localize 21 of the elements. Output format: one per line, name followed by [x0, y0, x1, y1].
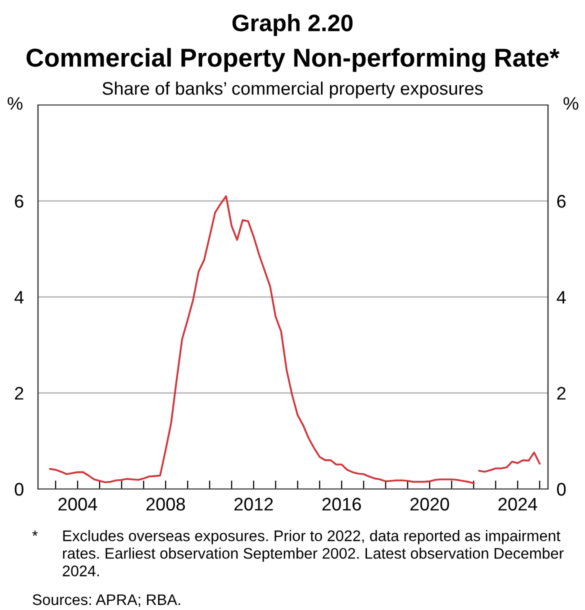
- y-tick-label: 0: [14, 482, 24, 496]
- x-tick-label: 2020: [410, 498, 450, 511]
- x-tick-label: 2004: [58, 498, 98, 511]
- y2-tick-label: 4: [556, 291, 566, 304]
- y-tick-label: 6: [14, 194, 24, 208]
- y-axis-title: %: [8, 97, 22, 110]
- x-tick-label: 2024: [498, 498, 538, 511]
- text: Share of banks’ commercial property exposures: [102, 82, 483, 98]
- chart-title: Graph 2.20: [232, 14, 353, 36]
- x-tick-label: 2016: [322, 498, 361, 511]
- x-tick-label: 2008: [146, 498, 185, 511]
- source-note: Sources: APRA; RBA.: [32, 594, 180, 607]
- text: * Excludes overseas exposures. Prior to 2022, data reported as impairment rates. Earliest observation September 2002. Latest observation December 2024.: [32, 530, 564, 576]
- y2-tick-label: 0: [557, 482, 566, 496]
- y-tick-label: 2: [14, 386, 24, 400]
- chart-subtitle: Commercial Property Non-performing Rate*: [26, 48, 560, 72]
- y2-tick-label: 6: [557, 194, 566, 208]
- y-tick-label: 4: [14, 291, 24, 304]
- y2-tick-label: 2: [557, 386, 566, 400]
- x-tick-label: 2012: [234, 498, 273, 511]
- y2-axis-title: %: [564, 97, 578, 110]
